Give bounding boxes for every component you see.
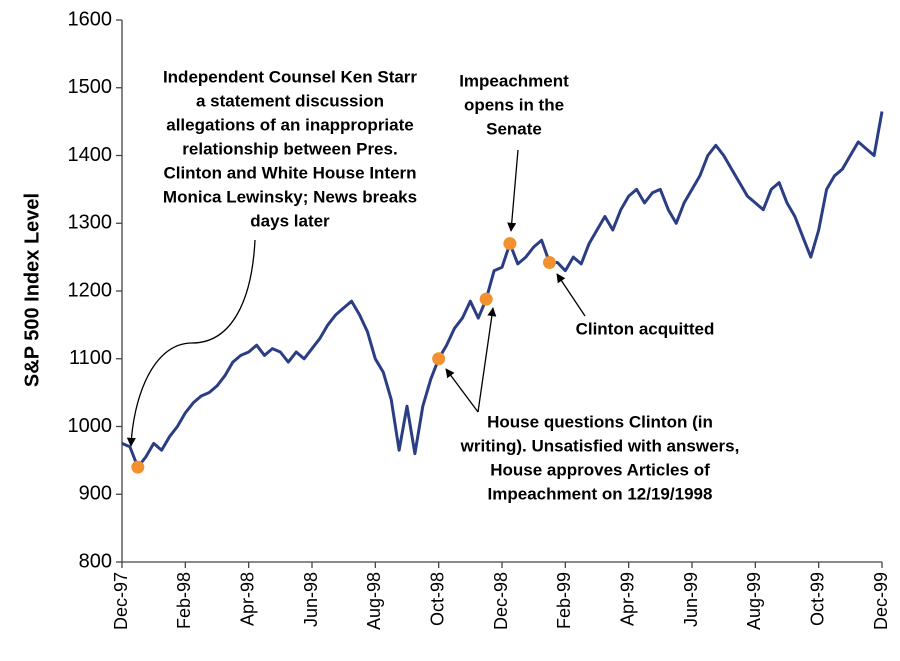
x-tick-label: Dec-99	[871, 572, 891, 630]
x-tick-label: Aug-99	[744, 572, 764, 630]
index-line	[121, 111, 884, 469]
y-tick-label: 1400	[68, 144, 113, 166]
arrow	[126, 239, 256, 447]
x-tick-label: Oct-99	[807, 572, 827, 626]
annotation-text: House questions Clinton (in	[487, 412, 713, 431]
arrow	[507, 149, 519, 232]
annotation-text: Impeachment	[459, 71, 569, 90]
annotation-arrows	[126, 149, 586, 447]
event-marker	[543, 256, 556, 270]
annotation-text: opens in the	[464, 95, 564, 114]
y-tick-label: 1500	[68, 76, 113, 98]
x-tick-label: Jun-98	[301, 572, 321, 627]
annotation-text: a statement discussion	[196, 91, 384, 110]
annotation-text: allegations of an inappropriate	[166, 115, 413, 134]
x-tick-label: Aug-98	[364, 572, 384, 630]
annotation-text: days later	[250, 211, 330, 230]
x-tick-label: Oct-98	[427, 572, 447, 626]
event-marker	[503, 237, 517, 251]
annotation-text: writing). Unsatisfied with answers,	[460, 436, 740, 455]
event-marker	[131, 460, 145, 474]
annotation-text: Independent Counsel Ken Starr	[163, 67, 417, 86]
x-tick-label: Feb-99	[554, 572, 574, 629]
arrow	[556, 273, 586, 317]
y-tick-label: 1000	[68, 415, 113, 437]
event-marker	[479, 292, 493, 306]
y-tick-label: 1200	[68, 279, 113, 301]
annotation-text: relationship between Pres.	[182, 139, 397, 158]
x-tick-label: Feb-98	[174, 572, 194, 629]
x-tick-label: Dec-98	[491, 572, 511, 630]
annotation-text: Clinton acquitted	[576, 319, 715, 338]
y-tick-label: 800	[79, 550, 112, 572]
annotation-text: Impeachment on 12/19/1998	[488, 484, 713, 503]
arrow	[445, 368, 479, 413]
y-tick-label: 1100	[69, 347, 112, 369]
annotation-text: Senate	[486, 119, 542, 138]
x-tick-label: Jun-99	[681, 572, 701, 627]
event-marker	[432, 352, 446, 366]
x-tick-label: Dec-97	[111, 572, 131, 630]
annotation-text: Clinton and White House Intern	[163, 163, 416, 182]
annotation-text: Monica Lewinsky; News breaks	[163, 187, 417, 206]
annotation-text: House approves Articles of	[490, 460, 710, 479]
arrow	[477, 307, 497, 413]
y-tick-label: 1600	[68, 8, 113, 30]
x-tick-label: Apr-99	[617, 572, 637, 626]
x-tick-label: Apr-98	[237, 572, 257, 626]
y-axis-label: S&P 500 Index Level	[21, 193, 43, 387]
y-tick-label: 900	[79, 483, 112, 505]
y-tick-label: 1300	[68, 212, 113, 234]
